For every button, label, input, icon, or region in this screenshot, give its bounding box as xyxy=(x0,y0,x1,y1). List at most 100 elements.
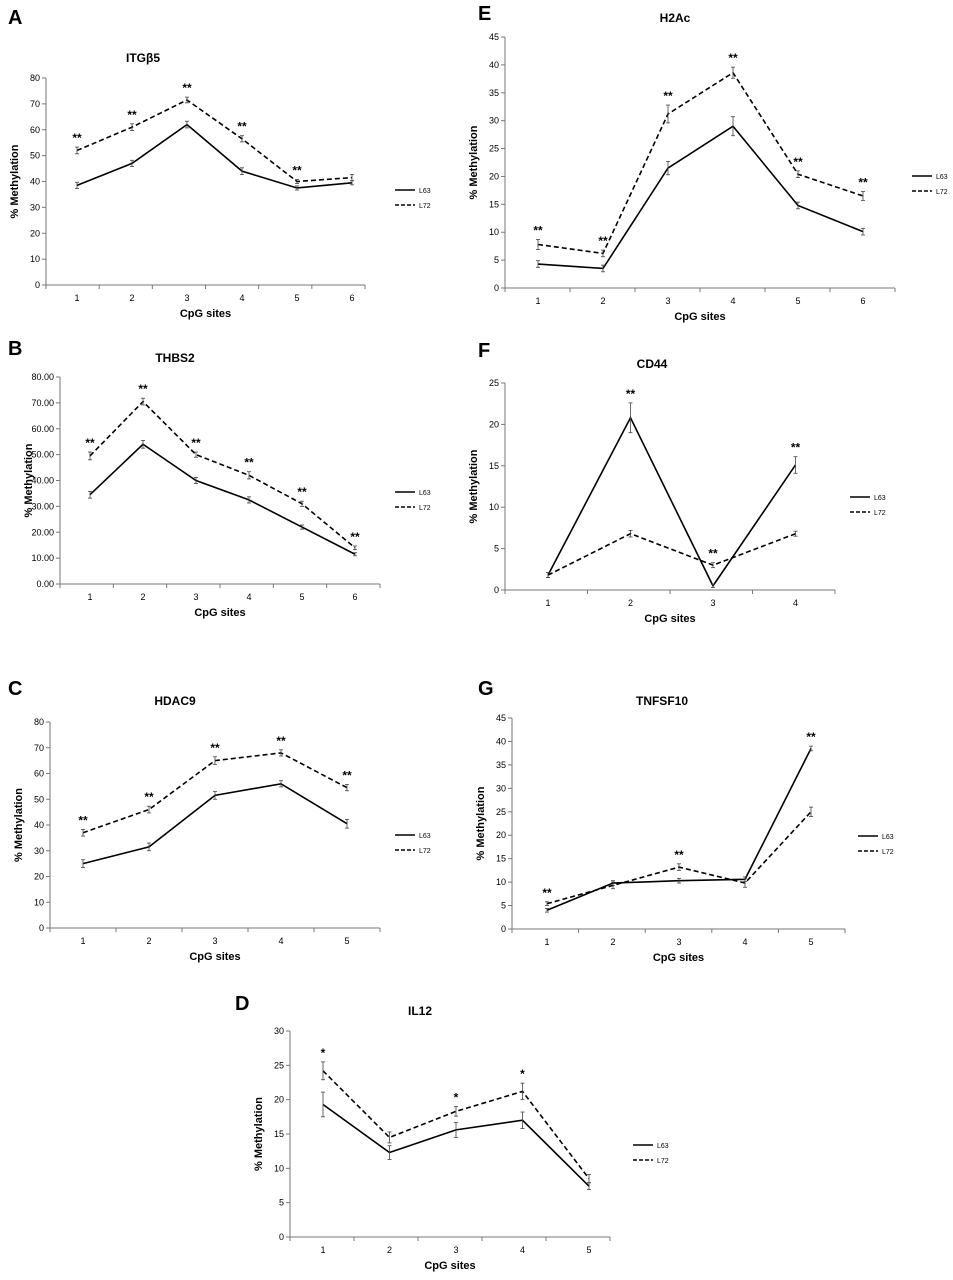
y-tick-label: 40 xyxy=(496,736,506,746)
x-tick-label: 3 xyxy=(184,293,189,303)
x-tick-label: 5 xyxy=(808,937,813,947)
x-tick-label: 2 xyxy=(129,293,134,303)
panel-label: A xyxy=(8,7,22,29)
y-axis-label: % Methylation xyxy=(468,125,480,199)
x-tick-label: 6 xyxy=(352,592,357,602)
series-line-l72 xyxy=(537,71,864,255)
y-axis-label: % Methylation xyxy=(23,443,35,517)
significance-marker: ** xyxy=(78,813,88,827)
x-tick-label: 1 xyxy=(535,296,540,306)
y-tick-label: 70.00 xyxy=(31,398,54,408)
significance-marker: ** xyxy=(237,120,247,134)
x-tick-label: 4 xyxy=(793,598,798,608)
series-line-l72 xyxy=(547,532,796,576)
x-axis-label: CpG sites xyxy=(424,1260,475,1272)
x-tick-label: 5 xyxy=(299,592,304,602)
y-tick-label: 10 xyxy=(30,254,40,264)
legend-label: L63 xyxy=(657,1143,669,1150)
significance-marker: ** xyxy=(674,848,684,862)
significance-marker: ** xyxy=(342,769,352,783)
significance-marker: ** xyxy=(598,234,608,248)
legend-label: L72 xyxy=(419,203,431,210)
y-tick-label: 30 xyxy=(496,783,506,793)
y-tick-label: 50 xyxy=(34,794,44,804)
legend-label: L72 xyxy=(936,189,948,196)
y-tick-label: 80 xyxy=(30,73,40,83)
chart-title: HDAC9 xyxy=(154,694,196,708)
y-tick-label: 20 xyxy=(274,1095,284,1105)
series-line-l72 xyxy=(89,400,356,549)
y-tick-label: 0 xyxy=(494,585,499,595)
y-tick-label: 60 xyxy=(34,769,44,779)
panel-a: A ITGβ5 0 10 20 30 40 50 60 70 80 1 2 3 4 5 6 CpG sites % … xyxy=(8,7,431,320)
x-axis-label: CpG sites xyxy=(180,308,231,320)
y-tick-label: 10 xyxy=(489,227,499,237)
x-axis-label: CpG sites xyxy=(644,613,695,625)
x-tick-label: 4 xyxy=(742,937,747,947)
panel-c: C HDAC9 0 10 20 30 40 50 60 70 80 1 2 3 4 5 CpG sites % M… xyxy=(8,678,431,963)
y-tick-label: 20 xyxy=(489,171,499,181)
x-axis-label: CpG sites xyxy=(674,311,725,323)
series-line-l63 xyxy=(89,443,356,555)
significance-marker: ** xyxy=(806,730,816,744)
y-tick-label: 50 xyxy=(30,151,40,161)
y-tick-label: 0 xyxy=(279,1232,284,1242)
x-tick-label: 5 xyxy=(586,1245,591,1255)
legend-label: L63 xyxy=(874,495,886,502)
significance-marker: ** xyxy=(626,387,636,401)
significance-marker: ** xyxy=(292,163,302,177)
x-tick-label: 4 xyxy=(520,1245,525,1255)
legend: L63 L72 xyxy=(633,1143,669,1165)
x-tick-label: 2 xyxy=(600,296,605,306)
panel-f: F CD44 0 5 10 15 20 25 1 2 3 4 CpG sites % Methylatio… xyxy=(468,340,886,625)
legend: L63 L72 xyxy=(395,833,431,855)
y-tick-label: 35 xyxy=(496,760,506,770)
y-tick-label: 15 xyxy=(489,461,499,471)
panel-label: F xyxy=(478,340,490,362)
significance-marker: ** xyxy=(858,176,868,190)
x-tick-label: 3 xyxy=(212,936,217,946)
significance-marker: ** xyxy=(85,436,95,450)
legend-label: L72 xyxy=(419,505,431,512)
y-tick-label: 70 xyxy=(34,743,44,753)
panel-label: C xyxy=(8,678,22,700)
y-tick-label: 30 xyxy=(34,846,44,856)
legend: L63 L72 xyxy=(850,495,886,517)
series-line-l63 xyxy=(547,416,797,588)
y-axis-label: % Methylation xyxy=(468,449,480,523)
significance-marker: ** xyxy=(542,886,552,900)
significance-marker: ** xyxy=(793,155,803,169)
significance-marker: * xyxy=(454,1091,459,1105)
x-tick-label: 1 xyxy=(544,937,549,947)
x-tick-label: 4 xyxy=(730,296,735,306)
y-tick-label: 10 xyxy=(274,1163,284,1173)
x-tick-label: 3 xyxy=(453,1245,458,1255)
x-tick-label: 4 xyxy=(239,293,244,303)
series-line-l63 xyxy=(322,1103,590,1187)
significance-marker: ** xyxy=(244,456,254,470)
series-line-l63 xyxy=(546,748,812,911)
x-tick-label: 1 xyxy=(74,293,79,303)
legend: L63 L72 xyxy=(912,174,948,196)
y-tick-label: 50.00 xyxy=(31,450,54,460)
panel-label: G xyxy=(478,678,494,700)
significance-marker: * xyxy=(520,1067,525,1081)
y-tick-label: 20.00 xyxy=(31,527,54,537)
significance-marker: ** xyxy=(276,734,286,748)
panel-label: B xyxy=(8,338,22,360)
y-tick-label: 25 xyxy=(489,378,499,388)
y-tick-label: 20 xyxy=(34,872,44,882)
x-tick-label: 3 xyxy=(710,598,715,608)
x-tick-label: 3 xyxy=(665,296,670,306)
y-tick-label: 80.00 xyxy=(31,372,54,382)
series-line-l72 xyxy=(76,99,353,183)
y-tick-label: 10.00 xyxy=(31,553,54,563)
legend-label: L63 xyxy=(419,833,431,840)
significance-marker: ** xyxy=(663,89,673,103)
y-tick-label: 5 xyxy=(279,1198,284,1208)
y-tick-label: 20 xyxy=(489,419,499,429)
series-line-l63 xyxy=(76,123,353,189)
legend-label: L72 xyxy=(882,849,894,856)
significance-marker: ** xyxy=(728,51,738,65)
